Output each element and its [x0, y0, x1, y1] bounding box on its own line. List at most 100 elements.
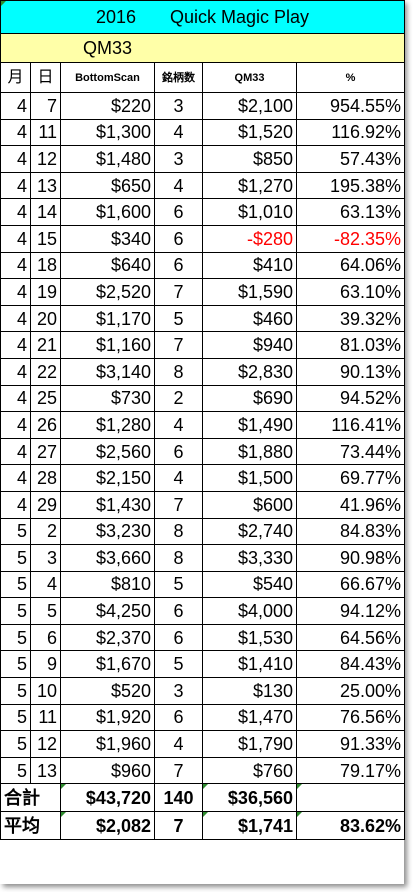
- pct-cell[interactable]: 63.13%: [296, 198, 405, 226]
- qm-cell[interactable]: $130: [202, 677, 297, 705]
- day-cell[interactable]: 19: [30, 278, 61, 306]
- total-row-pct[interactable]: [296, 783, 405, 813]
- qm-cell[interactable]: $1,410: [202, 650, 297, 679]
- count-cell[interactable]: 4: [154, 171, 203, 200]
- header-month[interactable]: 月: [0, 62, 31, 93]
- count-cell[interactable]: 7: [154, 278, 203, 306]
- day-cell[interactable]: 11: [30, 118, 61, 147]
- bottomscan-cell[interactable]: $1,600: [60, 198, 155, 226]
- bottomscan-cell[interactable]: $1,160: [60, 331, 155, 359]
- day-cell[interactable]: 14: [30, 198, 61, 226]
- qm-cell[interactable]: $940: [202, 331, 297, 359]
- total-row-label[interactable]: 合計: [0, 783, 61, 813]
- qm-cell[interactable]: $540: [202, 570, 297, 599]
- qm-cell[interactable]: $1,880: [202, 437, 297, 466]
- bottomscan-cell[interactable]: $3,140: [60, 357, 155, 386]
- bottomscan-cell[interactable]: $1,300: [60, 118, 155, 147]
- month-cell[interactable]: 4: [0, 171, 31, 200]
- count-cell[interactable]: 6: [154, 597, 203, 625]
- count-cell[interactable]: 4: [154, 411, 203, 439]
- count-cell[interactable]: 4: [154, 464, 203, 492]
- count-cell[interactable]: 6: [154, 224, 203, 253]
- count-cell[interactable]: 2: [154, 384, 203, 413]
- day-cell[interactable]: 28: [30, 464, 61, 492]
- bottomscan-cell[interactable]: $2,560: [60, 437, 155, 466]
- day-cell[interactable]: 29: [30, 490, 61, 519]
- bottomscan-cell[interactable]: $220: [60, 92, 155, 120]
- bottomscan-cell[interactable]: $1,670: [60, 650, 155, 679]
- month-cell[interactable]: 4: [0, 490, 31, 519]
- count-cell[interactable]: 6: [154, 251, 203, 280]
- count-cell[interactable]: 5: [154, 570, 203, 599]
- pct-cell[interactable]: 116.92%: [296, 118, 405, 147]
- count-cell[interactable]: 3: [154, 677, 203, 705]
- pct-cell[interactable]: 954.55%: [296, 92, 405, 120]
- bottomscan-cell[interactable]: $1,430: [60, 490, 155, 519]
- day-cell[interactable]: 10: [30, 677, 61, 705]
- pct-cell[interactable]: 84.83%: [296, 517, 405, 546]
- month-cell[interactable]: 5: [0, 703, 31, 732]
- bottomscan-cell[interactable]: $3,230: [60, 517, 155, 546]
- pct-cell[interactable]: 41.96%: [296, 490, 405, 519]
- day-cell[interactable]: 12: [30, 145, 61, 173]
- title-cell[interactable]: 2016 Quick Magic Play: [0, 0, 405, 34]
- pct-cell[interactable]: 90.98%: [296, 544, 405, 572]
- pct-cell[interactable]: 84.43%: [296, 650, 405, 679]
- month-cell[interactable]: 4: [0, 357, 31, 386]
- month-cell[interactable]: 4: [0, 437, 31, 466]
- pct-cell[interactable]: 94.12%: [296, 597, 405, 625]
- bottomscan-cell[interactable]: $1,170: [60, 304, 155, 333]
- month-cell[interactable]: 5: [0, 623, 31, 652]
- qm-cell[interactable]: $460: [202, 304, 297, 333]
- bottomscan-cell[interactable]: $520: [60, 677, 155, 705]
- bottomscan-cell[interactable]: $3,660: [60, 544, 155, 572]
- count-cell[interactable]: 4: [154, 118, 203, 147]
- header-pct[interactable]: %: [296, 62, 405, 93]
- day-cell[interactable]: 26: [30, 411, 61, 439]
- pct-cell[interactable]: 69.77%: [296, 464, 405, 492]
- day-cell[interactable]: 18: [30, 251, 61, 280]
- month-cell[interactable]: 4: [0, 251, 31, 280]
- total-row-count[interactable]: 140: [154, 783, 203, 813]
- day-cell[interactable]: 13: [30, 171, 61, 200]
- count-cell[interactable]: 7: [154, 756, 203, 785]
- qm-cell[interactable]: $1,530: [202, 623, 297, 652]
- day-cell[interactable]: 4: [30, 570, 61, 599]
- bottomscan-cell[interactable]: $960: [60, 756, 155, 785]
- total-row-bottomscan[interactable]: $43,720: [60, 783, 155, 813]
- day-cell[interactable]: 22: [30, 357, 61, 386]
- month-cell[interactable]: 4: [0, 198, 31, 226]
- pct-cell[interactable]: 90.13%: [296, 357, 405, 386]
- header-qm[interactable]: QM33: [202, 62, 297, 93]
- qm-cell[interactable]: $600: [202, 490, 297, 519]
- bottomscan-cell[interactable]: $2,150: [60, 464, 155, 492]
- header-day[interactable]: 日: [30, 62, 61, 93]
- day-cell[interactable]: 6: [30, 623, 61, 652]
- pct-cell[interactable]: 116.41%: [296, 411, 405, 439]
- bottomscan-cell[interactable]: $2,520: [60, 278, 155, 306]
- pct-cell[interactable]: 64.06%: [296, 251, 405, 280]
- qm-cell[interactable]: $2,100: [202, 92, 297, 120]
- month-cell[interactable]: 5: [0, 597, 31, 625]
- month-cell[interactable]: 5: [0, 650, 31, 679]
- count-cell[interactable]: 7: [154, 490, 203, 519]
- count-cell[interactable]: 6: [154, 437, 203, 466]
- pct-cell[interactable]: 79.17%: [296, 756, 405, 785]
- qm-cell[interactable]: $4,000: [202, 597, 297, 625]
- subtitle-cell[interactable]: QM33: [0, 33, 405, 63]
- pct-cell[interactable]: 57.43%: [296, 145, 405, 173]
- day-cell[interactable]: 7: [30, 92, 61, 120]
- day-cell[interactable]: 25: [30, 384, 61, 413]
- count-cell[interactable]: 8: [154, 357, 203, 386]
- day-cell[interactable]: 5: [30, 597, 61, 625]
- day-cell[interactable]: 11: [30, 703, 61, 732]
- qm-cell[interactable]: $1,500: [202, 464, 297, 492]
- month-cell[interactable]: 4: [0, 411, 31, 439]
- day-cell[interactable]: 12: [30, 730, 61, 758]
- bottomscan-cell[interactable]: $1,920: [60, 703, 155, 732]
- bottomscan-cell[interactable]: $4,250: [60, 597, 155, 625]
- count-cell[interactable]: 5: [154, 304, 203, 333]
- qm-cell[interactable]: $760: [202, 756, 297, 785]
- month-cell[interactable]: 4: [0, 384, 31, 413]
- pct-cell[interactable]: 81.03%: [296, 331, 405, 359]
